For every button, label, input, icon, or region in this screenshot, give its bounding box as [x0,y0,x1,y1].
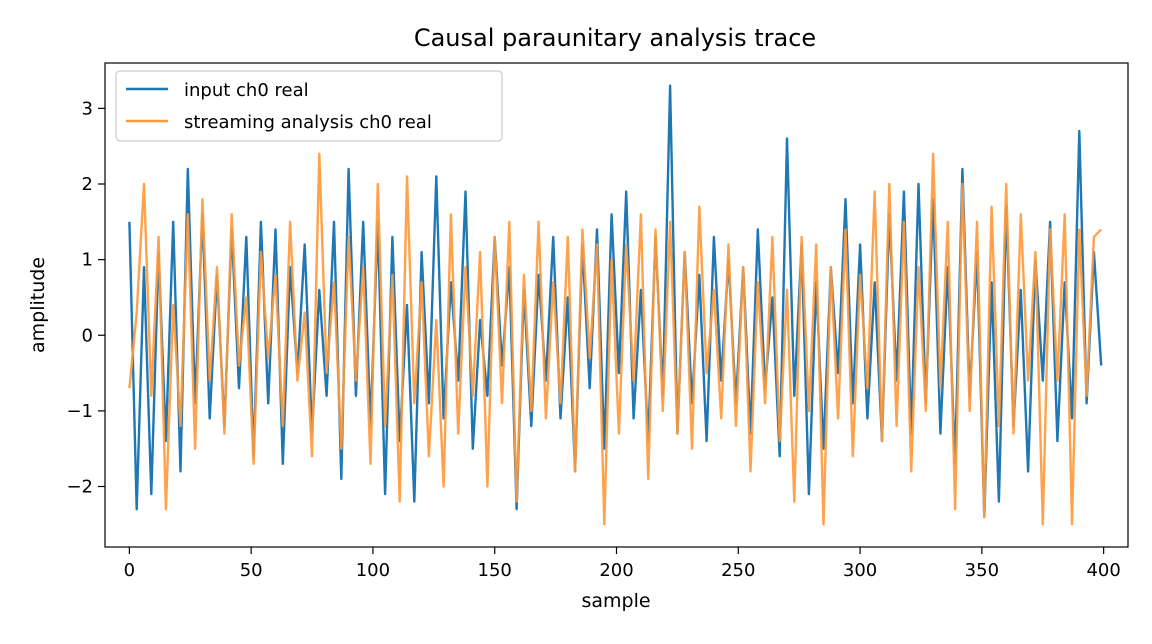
x-axis-label: sample [581,590,650,612]
y-tick-label: 1 [82,250,93,271]
y-tick-label: −2 [66,477,93,498]
legend-label-streaming: streaming analysis ch0 real [184,112,432,133]
y-axis: −2 −1 0 1 2 3 [66,98,105,498]
x-tick-label: 200 [599,560,633,581]
series-line-streaming [128,152,1103,526]
legend-box [115,70,503,142]
x-tick-label: 150 [478,560,512,581]
y-tick-label: −1 [66,401,93,422]
x-tick-label: 400 [1086,560,1120,581]
x-tick-label: 300 [843,560,877,581]
series-layer [128,84,1103,526]
y-axis-label: amplitude [27,257,49,353]
legend-label-input: input ch0 real [184,80,309,101]
y-tick-label: 2 [82,174,93,195]
x-tick-label: 350 [965,560,999,581]
x-tick-label: 0 [124,560,135,581]
x-tick-label: 100 [356,560,390,581]
y-tick-label: 0 [82,325,93,346]
chart-title: Causal paraunitary analysis trace [414,24,816,52]
y-tick-label: 3 [82,98,93,119]
x-axis: 0 50 100 150 200 250 300 350 400 [124,547,1121,581]
x-tick-label: 50 [240,560,263,581]
legend: input ch0 real streaming analysis ch0 re… [115,70,503,142]
x-tick-label: 250 [721,560,755,581]
series-line-input [128,84,1103,518]
